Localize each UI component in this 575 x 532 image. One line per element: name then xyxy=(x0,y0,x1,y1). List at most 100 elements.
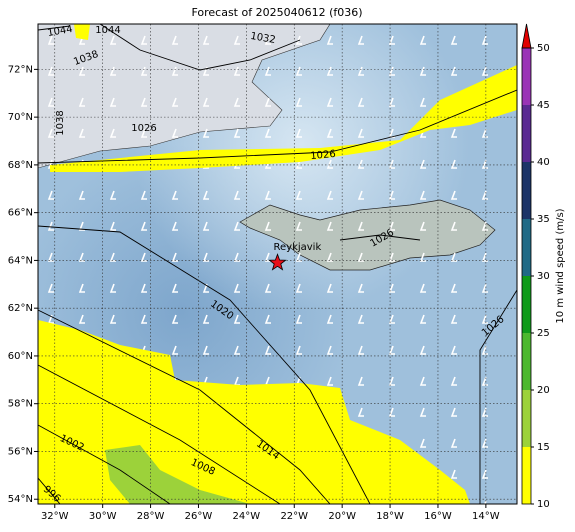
wind-barb xyxy=(140,128,147,138)
colorbar-bin xyxy=(522,390,531,447)
wind-barb xyxy=(357,221,364,231)
wind-barb xyxy=(202,97,209,107)
colorbar-tick-label: 40 xyxy=(537,157,550,168)
wind-barb xyxy=(109,221,116,231)
wind-barb xyxy=(357,97,364,107)
wind-barb xyxy=(450,469,457,479)
wind-barb xyxy=(78,128,85,138)
wind-barb xyxy=(481,190,488,200)
lat-tick-label: 68°N xyxy=(8,160,33,171)
wind-barb xyxy=(481,35,488,45)
colorbar-bin xyxy=(522,48,531,105)
wind-barb xyxy=(450,407,457,417)
wind-barb xyxy=(109,35,116,45)
isobar xyxy=(38,309,331,504)
wind-barb xyxy=(481,407,488,417)
wind-barb xyxy=(47,221,54,231)
wind-barb xyxy=(171,35,178,45)
wind-barb xyxy=(171,190,178,200)
wind-barb xyxy=(450,376,457,386)
wind-barb xyxy=(109,190,116,200)
isobar xyxy=(479,289,517,504)
wind-barb xyxy=(47,128,54,138)
wind-barb xyxy=(109,97,116,107)
wind-barb xyxy=(481,159,488,169)
wind-barb xyxy=(450,252,457,262)
wind-barb xyxy=(233,190,240,200)
wind-barb xyxy=(295,128,302,138)
wind-barb xyxy=(264,128,271,138)
wind-barb xyxy=(171,97,178,107)
wind-barb xyxy=(109,283,116,293)
wind-barb xyxy=(326,345,333,355)
wind-barb xyxy=(233,128,240,138)
lon-tick-label: 18°W xyxy=(376,511,404,522)
wind-barb xyxy=(140,221,147,231)
wind-barb xyxy=(47,97,54,107)
lon-tick-label: 30°W xyxy=(89,511,117,522)
wind-barb xyxy=(419,438,426,448)
wind-barb xyxy=(326,97,333,107)
isobar-label: 1026 xyxy=(310,149,336,162)
wind-barb xyxy=(481,438,488,448)
wind-barb xyxy=(47,190,54,200)
wind-barb xyxy=(295,97,302,107)
wind-barb xyxy=(450,35,457,45)
wind-barb xyxy=(233,97,240,107)
wind-barb xyxy=(326,283,333,293)
wind-barb xyxy=(295,221,302,231)
wind-barb xyxy=(140,252,147,262)
wind-barb xyxy=(264,221,271,231)
map-axes: 32°W 30°W 28°W 26°W 24°W 22°W 20°W 18°W 16°W 14°W… xyxy=(8,64,500,522)
isobar xyxy=(38,424,171,504)
lon-tick-label: 26°W xyxy=(185,511,213,522)
wind-barb xyxy=(295,159,302,169)
wind-barb xyxy=(388,252,395,262)
wind-barb xyxy=(481,314,488,324)
wind-barb xyxy=(326,221,333,231)
lon-tick-label: 14°W xyxy=(472,511,500,522)
colorbar-label: 10 m wind speed (m/s) xyxy=(555,208,566,323)
isobar-label: 1044 xyxy=(47,24,74,39)
lat-tick-label: 66°N xyxy=(8,208,33,219)
wind-barb xyxy=(481,221,488,231)
lon-tick-label: 24°W xyxy=(233,511,261,522)
wind-barb xyxy=(202,252,209,262)
wind-barb xyxy=(264,345,271,355)
wind-barb xyxy=(326,159,333,169)
wind-barb xyxy=(357,407,364,417)
wind-barb xyxy=(388,35,395,45)
wind-barb xyxy=(419,376,426,386)
wind-barb xyxy=(78,314,85,324)
colorbar-bin xyxy=(522,333,531,390)
city-marker xyxy=(268,253,287,271)
wind-barb xyxy=(388,283,395,293)
wind-barb xyxy=(171,252,178,262)
wind-barb xyxy=(326,35,333,45)
isobar xyxy=(38,89,517,164)
wind-barb xyxy=(140,314,147,324)
wind-barb xyxy=(357,35,364,45)
wind-barb xyxy=(326,314,333,324)
wind-barb xyxy=(264,283,271,293)
wind-barb xyxy=(140,97,147,107)
wind-barb xyxy=(450,128,457,138)
map-frame xyxy=(37,23,518,505)
wind-barb xyxy=(326,376,333,386)
wind-barb xyxy=(264,252,271,262)
wind-barb xyxy=(47,35,54,45)
wind-barb xyxy=(78,66,85,76)
wind-barb xyxy=(171,314,178,324)
wind-barb xyxy=(109,128,116,138)
wind-barb xyxy=(202,190,209,200)
wind-barb xyxy=(140,190,147,200)
wind-barb xyxy=(264,190,271,200)
wind-barb xyxy=(264,66,271,76)
wind-barb xyxy=(202,221,209,231)
wind-barb xyxy=(481,283,488,293)
isobars xyxy=(38,24,517,504)
wind-barb xyxy=(233,252,240,262)
wind-barb xyxy=(419,314,426,324)
colorbar: 10 15 20 25 30 35 40 45 50 10 m wind speed (m/s) xyxy=(521,23,566,510)
